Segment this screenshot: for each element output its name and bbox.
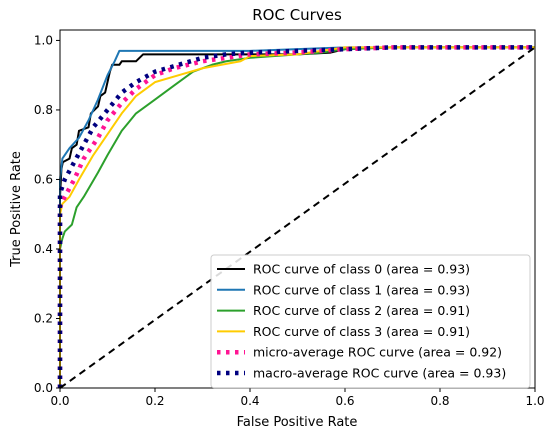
x-axis-label: False Positive Rate <box>237 415 358 430</box>
y-tick-label: 0.8 <box>34 103 53 117</box>
y-tick-label: 0.6 <box>34 172 53 186</box>
legend-entry-label: ROC curve of class 3 (area = 0.91) <box>253 324 470 339</box>
series-line-4 <box>57 45 535 388</box>
legend-entry-label: macro-average ROC curve (area = 0.93) <box>253 366 506 381</box>
series-line-1 <box>59 46 535 388</box>
y-tick-label: 1.0 <box>34 33 53 47</box>
legend-entry-label: ROC curve of class 1 (area = 0.93) <box>253 282 470 297</box>
x-tick-label: 0.2 <box>145 394 164 408</box>
series-line-5 <box>57 45 535 388</box>
x-tick-label: 0.0 <box>50 394 69 408</box>
x-tick-label: 0.8 <box>430 394 449 408</box>
legend-entry-label: ROC curve of class 2 (area = 0.91) <box>253 303 470 318</box>
x-tick-label: 1.0 <box>525 394 544 408</box>
y-tick-label: 0.0 <box>34 381 53 395</box>
legend-entry-label: micro-average ROC curve (area = 0.92) <box>253 345 502 360</box>
y-axis-label: True Positive Rate <box>9 151 24 268</box>
legend: ROC curve of class 0 (area = 0.93) ROC cu… <box>210 254 531 389</box>
legend-box <box>210 254 531 389</box>
series-line-6 <box>59 46 536 389</box>
y-tick-label: 0.2 <box>34 311 53 325</box>
chart-title: ROC Curves <box>252 6 342 24</box>
y-tick-label: 0.4 <box>34 242 53 256</box>
series-line-3 <box>59 46 535 388</box>
series-layer <box>57 45 536 389</box>
x-tick-label: 0.6 <box>335 394 354 408</box>
legend-entry-label: ROC curve of class 0 (area = 0.93) <box>253 262 470 277</box>
ticks-layer: 0.0 0.2 0.4 0.6 0.8 1.0 0.0 0.2 0.4 0.6 0.8 1.0 <box>34 33 545 408</box>
x-tick-label: 0.4 <box>240 394 259 408</box>
